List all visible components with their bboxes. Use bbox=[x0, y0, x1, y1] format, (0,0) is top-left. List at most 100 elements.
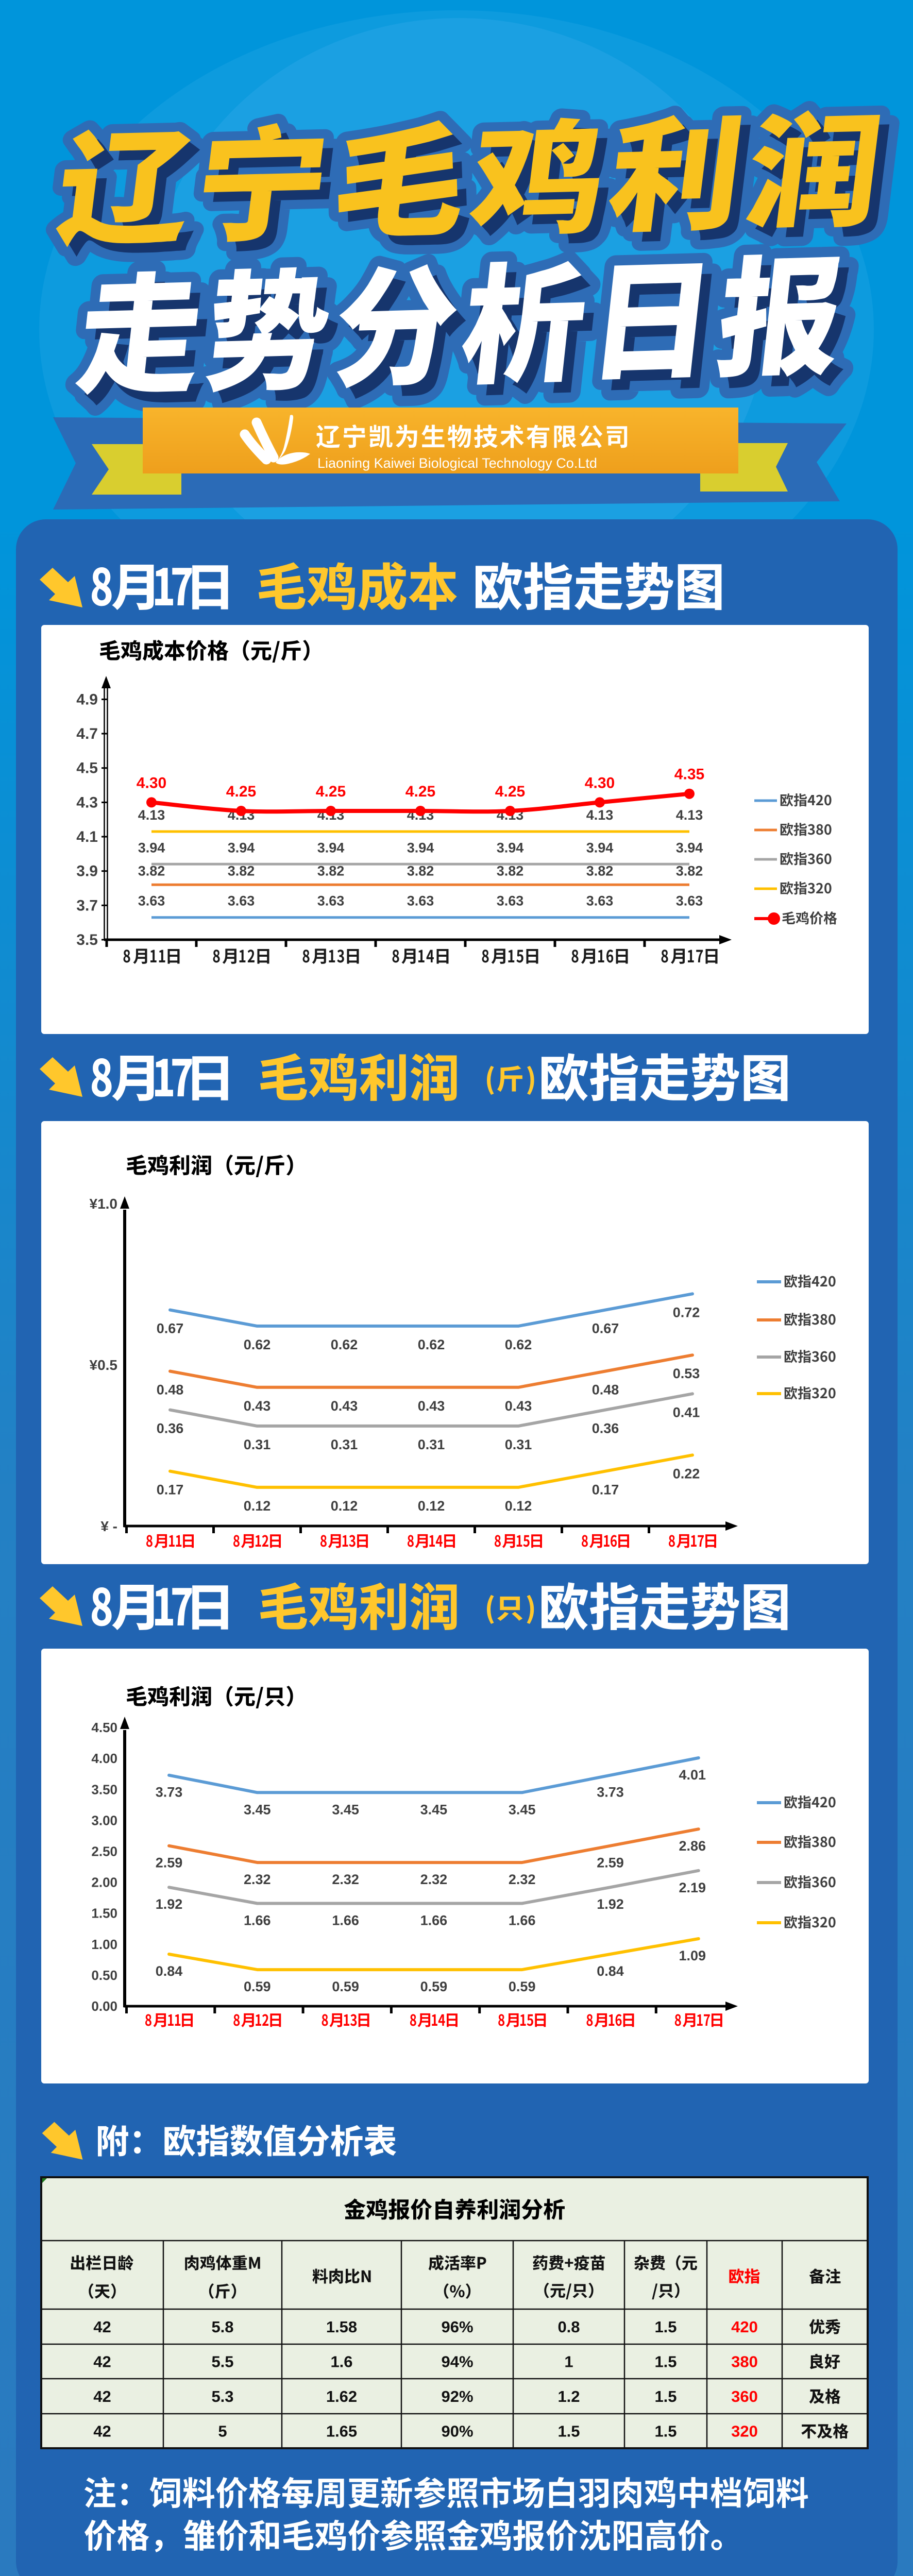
svg-text:3.63: 3.63 bbox=[407, 893, 434, 909]
svg-text:1.66: 1.66 bbox=[509, 1912, 536, 1928]
svg-text:2.19: 2.19 bbox=[679, 1880, 706, 1895]
svg-text:4.25: 4.25 bbox=[316, 783, 346, 800]
svg-text:0.31: 0.31 bbox=[505, 1437, 532, 1452]
svg-text:3.82: 3.82 bbox=[407, 863, 434, 878]
svg-text:1.00: 1.00 bbox=[91, 1937, 117, 1952]
svg-text:4.5: 4.5 bbox=[76, 760, 98, 777]
svg-text:4.13: 4.13 bbox=[138, 807, 165, 823]
svg-text:0.12: 0.12 bbox=[505, 1498, 532, 1514]
svg-text:4.25: 4.25 bbox=[405, 783, 435, 800]
svg-text:3.45: 3.45 bbox=[509, 1802, 536, 1817]
svg-text:3.82: 3.82 bbox=[317, 863, 345, 878]
svg-text:1.5: 1.5 bbox=[654, 2422, 677, 2441]
svg-text:0.8: 0.8 bbox=[557, 2318, 580, 2336]
svg-text:1.58: 1.58 bbox=[326, 2318, 357, 2336]
svg-text:4.30: 4.30 bbox=[585, 774, 615, 791]
svg-text:3.94: 3.94 bbox=[317, 840, 345, 855]
svg-text:1.66: 1.66 bbox=[244, 1912, 271, 1928]
svg-text:0.67: 0.67 bbox=[157, 1321, 184, 1336]
svg-text:4.7: 4.7 bbox=[76, 725, 98, 742]
svg-text:42: 42 bbox=[93, 2318, 111, 2336]
svg-text:0.50: 0.50 bbox=[91, 1968, 117, 1983]
svg-text:0.17: 0.17 bbox=[592, 1482, 619, 1498]
svg-text:3.82: 3.82 bbox=[497, 863, 524, 878]
svg-text:0.62: 0.62 bbox=[505, 1337, 532, 1352]
svg-text:2.32: 2.32 bbox=[509, 1872, 536, 1887]
svg-text:2.32: 2.32 bbox=[420, 1872, 448, 1887]
svg-text:4.13: 4.13 bbox=[586, 807, 614, 823]
svg-text:3.82: 3.82 bbox=[228, 863, 255, 878]
svg-text:2.50: 2.50 bbox=[91, 1844, 117, 1859]
svg-text:1.09: 1.09 bbox=[679, 1948, 706, 1963]
svg-text:3.45: 3.45 bbox=[244, 1802, 271, 1817]
svg-text:1.92: 1.92 bbox=[597, 1896, 624, 1912]
svg-text:3.63: 3.63 bbox=[138, 893, 165, 909]
svg-text:42: 42 bbox=[93, 2387, 111, 2405]
svg-text:3.50: 3.50 bbox=[91, 1782, 117, 1797]
svg-text:2.59: 2.59 bbox=[156, 1855, 183, 1871]
svg-text:0.43: 0.43 bbox=[505, 1398, 532, 1414]
svg-text:3.94: 3.94 bbox=[676, 840, 703, 855]
svg-text:420: 420 bbox=[731, 2318, 758, 2336]
svg-text:0.59: 0.59 bbox=[509, 1979, 536, 1994]
svg-text:3.94: 3.94 bbox=[138, 840, 165, 855]
svg-text:3.82: 3.82 bbox=[586, 863, 614, 878]
svg-text:360: 360 bbox=[731, 2387, 758, 2405]
svg-text:4.01: 4.01 bbox=[679, 1767, 706, 1783]
svg-text:2.00: 2.00 bbox=[91, 1875, 117, 1890]
svg-text:0.41: 0.41 bbox=[673, 1404, 700, 1420]
svg-text:0.31: 0.31 bbox=[244, 1437, 271, 1452]
svg-text:0.62: 0.62 bbox=[418, 1337, 445, 1352]
svg-text:1.5: 1.5 bbox=[557, 2422, 580, 2441]
svg-text:5: 5 bbox=[218, 2422, 227, 2441]
svg-text:4.35: 4.35 bbox=[674, 766, 704, 783]
svg-text:96%: 96% bbox=[441, 2318, 473, 2336]
svg-text:3.94: 3.94 bbox=[497, 840, 524, 855]
svg-text:¥ -: ¥ - bbox=[100, 1518, 117, 1534]
svg-text:2.86: 2.86 bbox=[679, 1838, 706, 1854]
svg-text:0.43: 0.43 bbox=[244, 1398, 271, 1414]
svg-text:3.73: 3.73 bbox=[156, 1785, 183, 1800]
svg-text:5.8: 5.8 bbox=[211, 2318, 233, 2336]
svg-text:4.25: 4.25 bbox=[226, 783, 256, 800]
svg-text:3.5: 3.5 bbox=[76, 931, 98, 948]
svg-text:3.63: 3.63 bbox=[228, 893, 255, 909]
svg-text:1.66: 1.66 bbox=[420, 1912, 448, 1928]
svg-text:4.9: 4.9 bbox=[76, 691, 98, 708]
svg-text:1.65: 1.65 bbox=[326, 2422, 357, 2441]
svg-text:3.94: 3.94 bbox=[586, 840, 614, 855]
svg-text:3.63: 3.63 bbox=[317, 893, 345, 909]
svg-text:0.62: 0.62 bbox=[331, 1337, 358, 1352]
svg-text:4.25: 4.25 bbox=[495, 783, 525, 800]
svg-text:92%: 92% bbox=[441, 2387, 473, 2405]
svg-text:0.59: 0.59 bbox=[332, 1979, 359, 1994]
svg-text:3.7: 3.7 bbox=[76, 897, 98, 914]
svg-text:94%: 94% bbox=[441, 2353, 473, 2371]
svg-text:0.31: 0.31 bbox=[418, 1437, 445, 1452]
svg-text:0.43: 0.43 bbox=[331, 1398, 358, 1414]
svg-text:42: 42 bbox=[93, 2353, 111, 2371]
svg-text:3.82: 3.82 bbox=[676, 863, 703, 878]
svg-text:1.50: 1.50 bbox=[91, 1906, 117, 1921]
svg-text:3.82: 3.82 bbox=[138, 863, 165, 878]
svg-text:3.63: 3.63 bbox=[497, 893, 524, 909]
svg-text:4.13: 4.13 bbox=[676, 807, 703, 823]
svg-text:1.6: 1.6 bbox=[330, 2353, 352, 2371]
svg-text:1.5: 1.5 bbox=[654, 2318, 677, 2336]
svg-text:0.12: 0.12 bbox=[244, 1498, 271, 1514]
svg-text:42: 42 bbox=[93, 2422, 111, 2441]
svg-text:1.62: 1.62 bbox=[326, 2387, 357, 2405]
svg-text:0.17: 0.17 bbox=[157, 1482, 184, 1498]
svg-text:0.84: 0.84 bbox=[156, 1963, 183, 1979]
svg-text:0.31: 0.31 bbox=[331, 1437, 358, 1452]
svg-text:5.3: 5.3 bbox=[211, 2387, 233, 2405]
svg-text:3.94: 3.94 bbox=[407, 840, 434, 855]
svg-text:380: 380 bbox=[731, 2353, 758, 2371]
svg-text:3.73: 3.73 bbox=[597, 1785, 624, 1800]
svg-text:0.62: 0.62 bbox=[244, 1337, 271, 1352]
svg-text:0.53: 0.53 bbox=[673, 1366, 700, 1381]
svg-text:2.32: 2.32 bbox=[332, 1872, 359, 1887]
svg-text:0.00: 0.00 bbox=[91, 1998, 117, 2014]
svg-text:0.12: 0.12 bbox=[331, 1498, 358, 1514]
svg-text:4.00: 4.00 bbox=[91, 1751, 117, 1766]
